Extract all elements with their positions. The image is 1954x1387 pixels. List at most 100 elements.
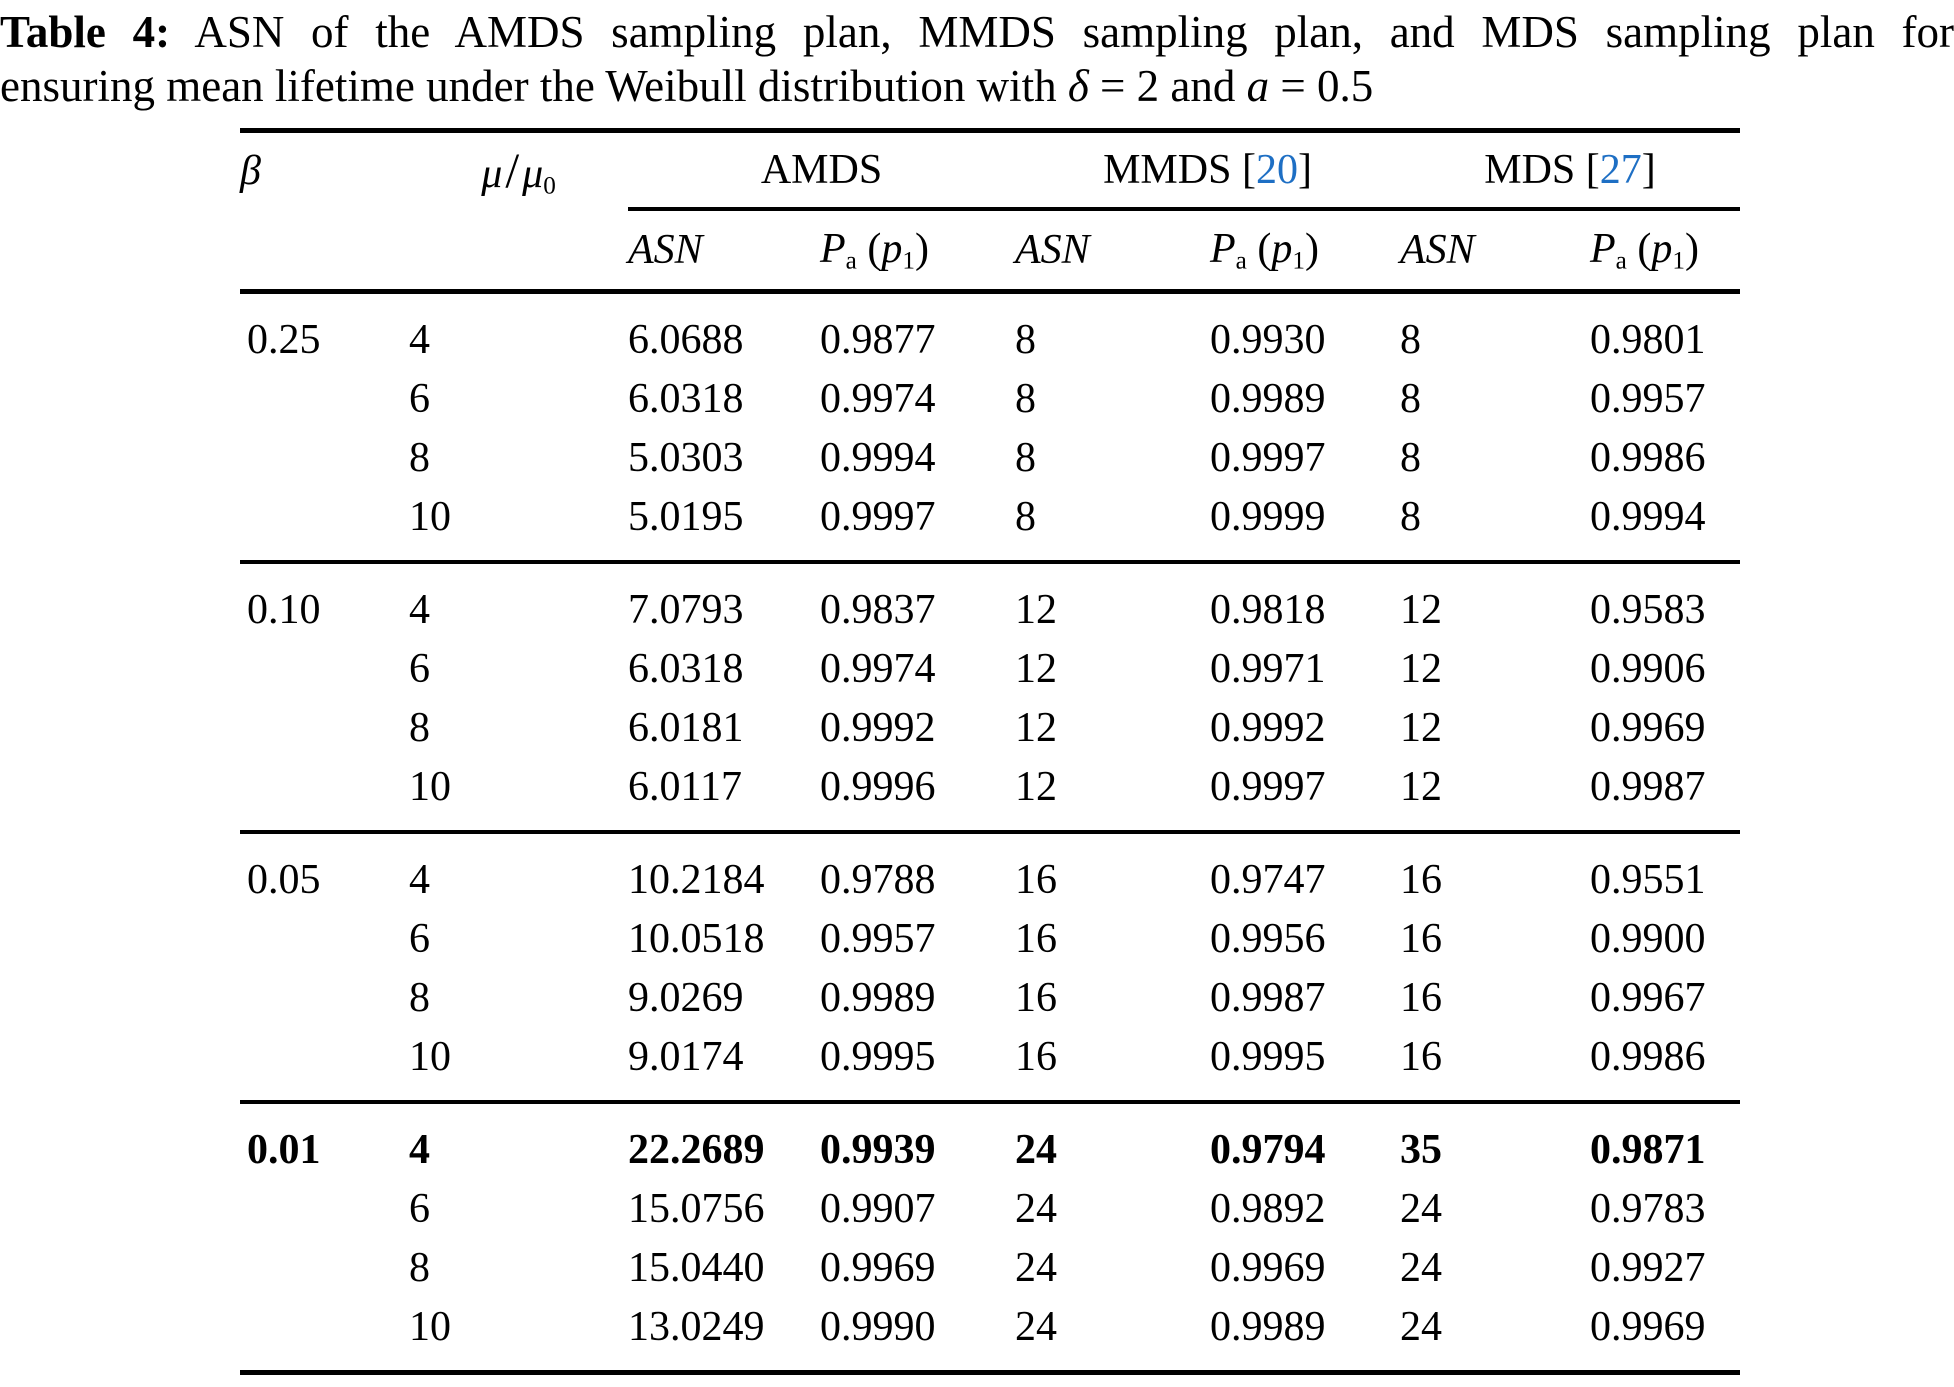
text-segment: ASN [1400,227,1475,273]
cell-mu-ratio: 6 [409,915,430,962]
cell-mu-ratio: 10 [409,1033,451,1080]
cell-amds-pa: 0.9990 [820,1303,936,1350]
cell-mmds-asn: 16 [1015,856,1057,903]
text-segment: p [1651,225,1673,272]
cell-mmds-pa: 0.9989 [1210,375,1326,422]
cell-amds-pa: 0.9969 [820,1244,936,1291]
cell-mu-ratio: 4 [409,316,430,363]
table-row: 8 6.0181 0.9992 12 0.9992 12 0.9969 [240,698,1740,757]
cell-mmds-asn: 8 [1015,316,1036,363]
col-group-mds: MDS [27] [1400,128,1740,211]
cell-mu-ratio: 4 [409,586,430,633]
table-row: 0.05 4 10.2184 0.9788 16 0.9747 16 0.9551 [240,832,1740,909]
text-segment: P [820,225,846,272]
cell-amds-pa: 0.9996 [820,763,936,810]
cell-amds-pa: 0.9995 [820,1033,936,1080]
cell-mmds-pa: 0.9995 [1210,1033,1326,1080]
cell-mds-asn: 16 [1400,915,1442,962]
text-segment: = 2 and [1088,61,1247,111]
cell-mu-ratio: 6 [409,645,430,692]
cell-mmds-asn: 8 [1015,375,1036,422]
cell-mmds-pa: 0.9930 [1210,316,1326,363]
cell-mmds-pa: 0.9956 [1210,915,1326,962]
cell-amds-asn: 6.0318 [628,375,744,422]
text-segment: MMDS [ [1103,147,1256,193]
col-header-beta: β [240,128,409,209]
cell-beta: 0.05 [247,856,321,903]
text-segment: p [1271,225,1293,272]
text-segment: = 0.5 [1269,61,1374,111]
cell-amds-pa: 0.9907 [820,1185,936,1232]
text-segment: ASN [628,227,703,273]
cell-amds-asn: 7.0793 [628,586,744,633]
cell-mds-asn: 12 [1400,704,1442,751]
cell-mmds-pa: 0.9999 [1210,493,1326,540]
text-segment: P [1210,225,1236,272]
cell-beta [240,698,409,757]
cell-beta [240,909,409,968]
empty-header-cell [409,209,628,294]
text-segment: 1 [1672,247,1685,275]
cell-mds-asn: 24 [1400,1244,1442,1291]
text-segment: 1 [1292,247,1305,275]
cell-mds-pa: 0.9783 [1590,1185,1706,1232]
cell-amds-asn: 5.0195 [628,493,744,540]
text-segment: μ [481,150,503,197]
cell-beta [240,1297,409,1373]
col-header-pa-mmds: Pa (p1) [1210,209,1400,294]
results-table: β μ/μ0 AMDS MMDS [20] MDS [27] ASN Pa (p… [240,128,1740,1375]
citation-link-27[interactable]: 27 [1599,147,1642,193]
cell-amds-asn: 15.0440 [628,1244,765,1291]
group-header-row: β μ/μ0 AMDS MMDS [20] MDS [27] [240,128,1740,211]
table-row: 10 9.0174 0.9995 16 0.9995 16 0.9986 [240,1027,1740,1102]
text-segment: ( [1246,225,1272,272]
cell-amds-asn: 5.0303 [628,434,744,481]
cell-amds-asn: 6.0117 [628,763,742,810]
text-segment: 1 [902,247,915,275]
col-header-mu-ratio: μ/μ0 [409,128,628,209]
cell-amds-asn: 10.0518 [628,915,765,962]
cell-mu-ratio: 10 [409,763,451,810]
text-segment: δ [1067,61,1089,111]
cell-amds-pa: 0.9992 [820,704,936,751]
text-segment: AMDS [760,147,883,193]
cell-mmds-pa: 0.9992 [1210,704,1326,751]
col-group-mmds: MMDS [20] [1015,128,1400,211]
text-segment: Table 4: [0,7,171,57]
cell-mmds-asn: 12 [1015,763,1057,810]
citation-link-20[interactable]: 20 [1255,147,1298,193]
cell-beta: 0.25 [247,316,321,363]
cell-mu-ratio: 8 [409,1244,430,1291]
cell-mds-asn: 12 [1400,763,1442,810]
cell-mmds-asn: 24 [1015,1303,1057,1350]
cell-mds-asn: 16 [1400,974,1442,1021]
sub-header-row: ASN Pa (p1) ASN Pa (p1) ASN Pa (p1) [240,209,1740,294]
cell-mu-ratio: 8 [409,434,430,481]
col-header-pa-amds: Pa (p1) [820,209,1015,294]
cell-mmds-asn: 24 [1015,1244,1057,1291]
table-row: 0.10 4 7.0793 0.9837 12 0.9818 12 0.9583 [240,562,1740,639]
cell-mds-pa: 0.9986 [1590,434,1706,481]
text-segment: ( [1626,225,1652,272]
cell-mmds-asn: 24 [1015,1126,1057,1173]
col-header-asn-mds: ASN [1400,209,1590,294]
cell-amds-asn: 22.2689 [628,1126,765,1173]
caption-line-2: ensuring mean lifetime under the Weibull… [0,59,1954,113]
text-segment: μ [522,150,544,197]
cell-mds-pa: 0.9967 [1590,974,1706,1021]
cell-mds-asn: 24 [1400,1303,1442,1350]
table-header: β μ/μ0 AMDS MMDS [20] MDS [27] ASN Pa (p… [240,128,1740,294]
table-row: 6 6.0318 0.9974 8 0.9989 8 0.9957 [240,369,1740,428]
cell-beta: 0.01 [247,1126,321,1173]
table-row: 8 5.0303 0.9994 8 0.9997 8 0.9986 [240,428,1740,487]
text-segment: a [1246,61,1270,111]
cell-amds-pa: 0.9877 [820,316,936,363]
cell-amds-pa: 0.9997 [820,493,936,540]
cell-mds-pa: 0.9871 [1590,1126,1706,1173]
cell-mmds-pa: 0.9997 [1210,434,1326,481]
text-segment: a [1235,247,1247,275]
cell-mmds-pa: 0.9818 [1210,586,1326,633]
cell-mds-pa: 0.9801 [1590,316,1706,363]
cell-mmds-pa: 0.9971 [1210,645,1326,692]
cell-beta [240,757,409,832]
